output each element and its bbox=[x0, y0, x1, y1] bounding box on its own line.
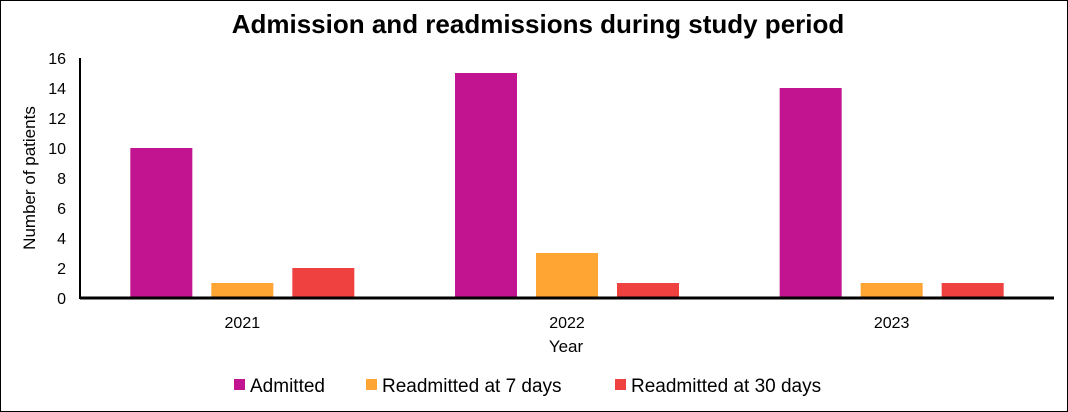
bar-admitted-2022 bbox=[455, 73, 517, 298]
y-axis-ticks: 0 2 4 6 8 10 12 14 16 bbox=[48, 51, 66, 308]
bar-admitted-2021 bbox=[130, 148, 193, 298]
bar-readmitted-at-7-days-2022 bbox=[536, 253, 598, 298]
bar-readmitted-at-30-days-2023 bbox=[941, 283, 1004, 298]
x-tick-label: 2023 bbox=[874, 315, 910, 332]
y-tick-label: 6 bbox=[57, 201, 66, 218]
y-tick-label: 0 bbox=[57, 291, 66, 308]
y-tick-label: 14 bbox=[48, 81, 66, 98]
y-tick-label: 2 bbox=[57, 261, 66, 278]
y-axis-label: Number of patients bbox=[20, 106, 39, 250]
y-tick-label: 16 bbox=[48, 51, 66, 68]
bars bbox=[130, 73, 1004, 298]
y-tick-label: 10 bbox=[48, 141, 66, 158]
bar-readmitted-at-7-days-2023 bbox=[860, 283, 923, 298]
legend-swatch-readmitted-at-30-days bbox=[615, 379, 626, 390]
x-tick-label: 2021 bbox=[225, 315, 261, 332]
legend-swatch-readmitted-at-7-days bbox=[366, 379, 377, 390]
bar-readmitted-at-7-days-2021 bbox=[211, 283, 274, 298]
legend: Admitted Readmitted at 7 days Readmitted a… bbox=[234, 376, 821, 397]
bar-admitted-2023 bbox=[779, 88, 842, 298]
chart-title: Admission and readmissions during study … bbox=[232, 9, 845, 39]
legend-label: Admitted bbox=[250, 376, 325, 397]
x-tick-label: 2022 bbox=[549, 315, 585, 332]
legend-label: Readmitted at 7 days bbox=[382, 376, 562, 397]
legend-swatch-admitted bbox=[234, 379, 245, 390]
bar-readmitted-at-30-days-2021 bbox=[292, 268, 355, 298]
x-axis-label: Year bbox=[549, 337, 584, 356]
y-tick-label: 8 bbox=[57, 171, 66, 188]
x-axis-ticks: 2021 2022 2023 bbox=[225, 315, 910, 332]
legend-label: Readmitted at 30 days bbox=[631, 376, 821, 397]
y-tick-label: 4 bbox=[57, 231, 66, 248]
y-tick-label: 12 bbox=[48, 111, 66, 128]
bar-readmitted-at-30-days-2022 bbox=[617, 283, 679, 298]
